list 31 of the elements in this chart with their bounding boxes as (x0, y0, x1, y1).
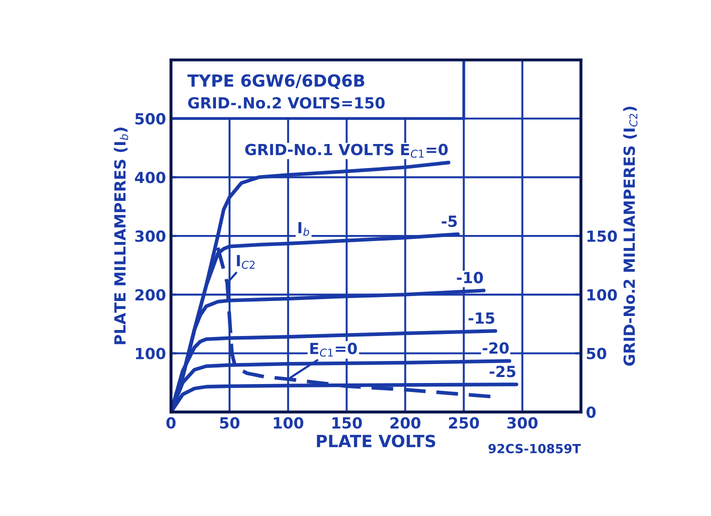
text: 92CS-10859T (488, 444, 581, 454)
y-tick-label: 100 (136, 348, 166, 360)
y2-tick-label: 100 (587, 289, 617, 301)
x-tick-label: 100 (274, 417, 304, 429)
series-label: -10 (456, 272, 483, 284)
text: GRID-.No.2 VOLTS=150 (188, 97, 385, 109)
y2-tick-label: 150 (587, 230, 617, 242)
series-label: -20 (482, 342, 509, 354)
y2-tick-label: 0 (586, 406, 596, 418)
series-label: -5 (442, 216, 457, 228)
text: TYPE 6GW6/6DQ6B (187, 74, 364, 90)
y-tick-label: 300 (135, 230, 166, 242)
y-tick-label: 500 (135, 113, 166, 125)
x-tick-label: 150 (332, 417, 362, 429)
x-tick-label: 300 (507, 417, 538, 429)
series-label: -25 (490, 366, 516, 378)
y-tick-label: 200 (135, 289, 166, 301)
annotation: E$_{C1}$=0 (310, 342, 357, 357)
x-tick-label: 250 (449, 417, 479, 429)
annotation: I$_{C2}$ (236, 255, 255, 269)
x-tick-label: 50 (220, 417, 240, 429)
y-axis-title: PLATE MILLIAMPERES (I$_{b}$) (114, 128, 128, 344)
x-axis-title: PLATE VOLTS (316, 434, 436, 448)
x-tick-label: 0 (166, 417, 176, 429)
y2-axis-title: GRID-No.2 MILLIAMPERES (I$_{C2}$) (623, 106, 638, 366)
series-label: GRID-No.1 VOLTS E$_{C1}$=0 (245, 144, 448, 158)
y-tick-label: 400 (134, 172, 166, 184)
annotation: I$_{b}$ (298, 222, 310, 236)
y2-tick-label: 50 (586, 348, 606, 360)
series-label: -15 (468, 312, 494, 324)
x-tick-label: 200 (390, 417, 420, 429)
